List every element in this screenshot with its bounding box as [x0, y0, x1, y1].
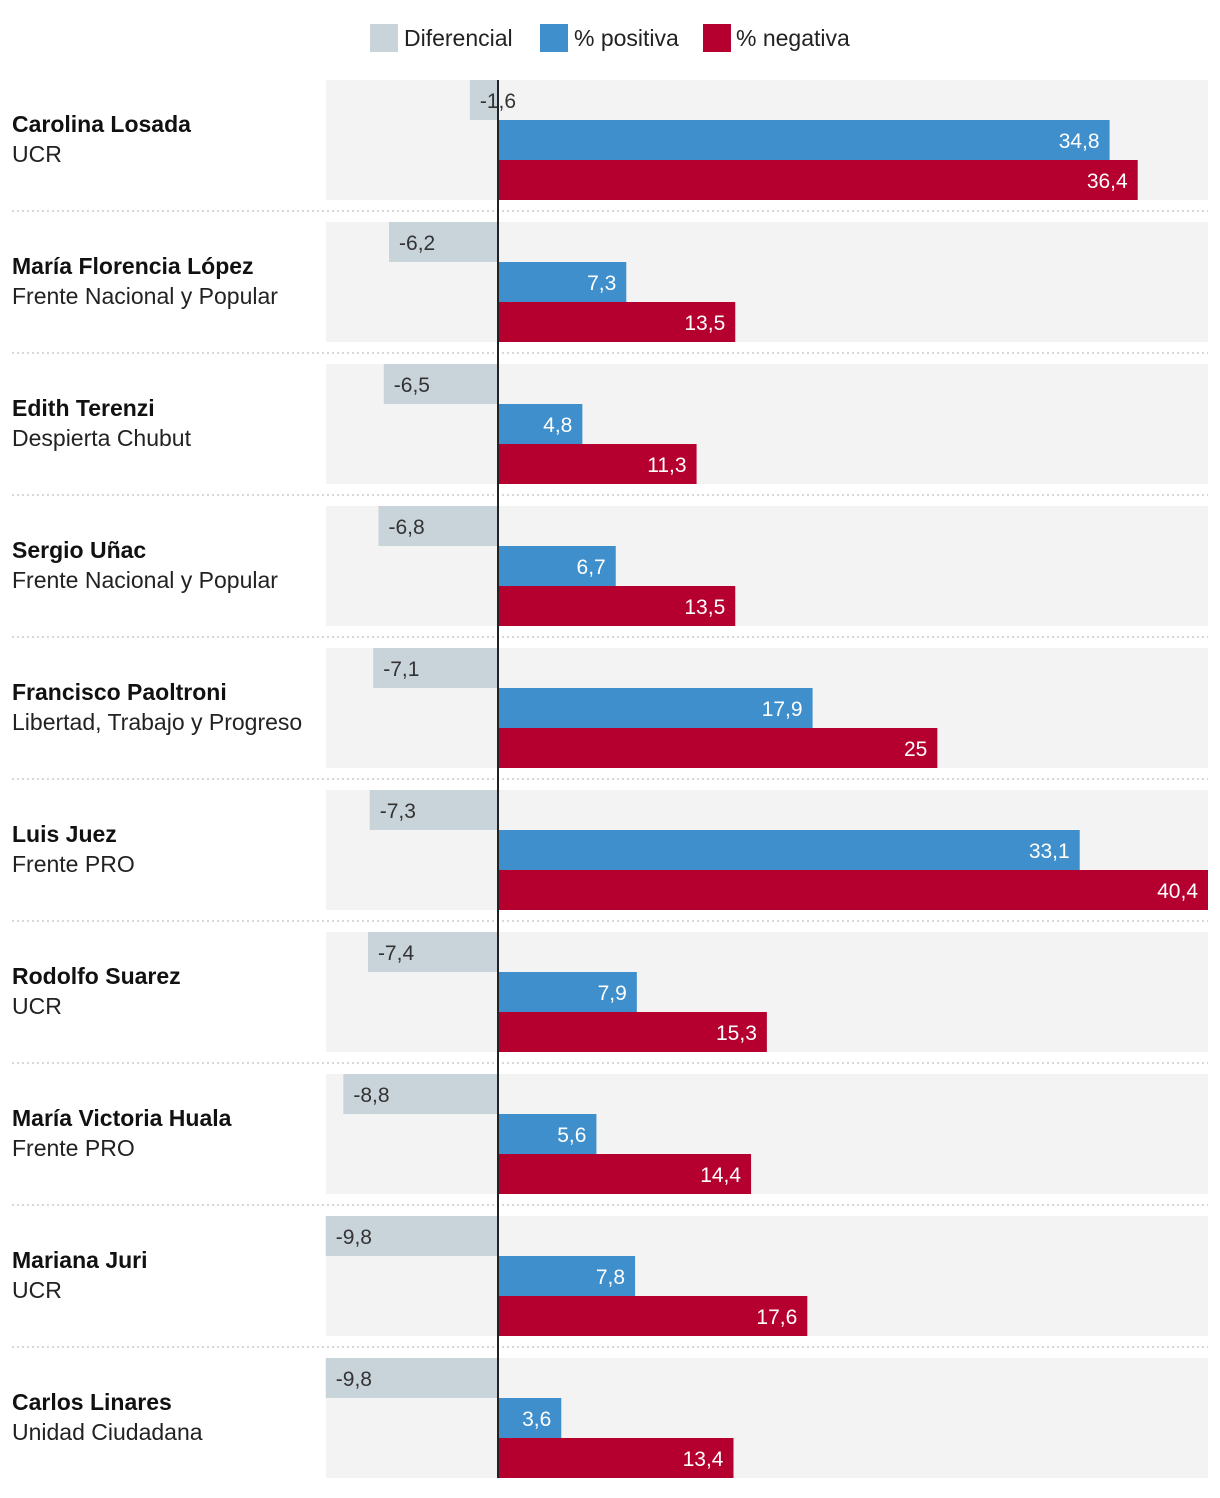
candidate-party: Frente Nacional y Popular	[12, 567, 278, 593]
bar-positiva	[498, 688, 813, 728]
bar-positiva	[498, 1256, 636, 1296]
label-diferencial: -9,8	[336, 1368, 372, 1391]
bar-diferencial	[325, 1358, 498, 1398]
candidate-party: Frente Nacional y Popular	[12, 283, 278, 309]
bar-positiva	[498, 546, 616, 586]
legend-swatch-negativa	[703, 24, 731, 52]
bar-negativa	[498, 444, 697, 484]
label-negativa: 15,3	[716, 1022, 757, 1045]
candidate-name: Sergio Uñac	[12, 537, 146, 563]
label-negativa: 13,5	[684, 312, 725, 335]
label-diferencial: -6,5	[394, 374, 430, 397]
legend-label-negativa: % negativa	[736, 25, 850, 51]
candidate-party: UCR	[12, 1277, 62, 1303]
bar-negativa	[498, 1012, 767, 1052]
bar-positiva	[498, 262, 627, 302]
row-1: María Florencia López Frente Nacional y P…	[12, 222, 1208, 354]
candidate-party: UCR	[12, 993, 62, 1019]
label-negativa: 40,4	[1157, 880, 1198, 903]
label-positiva: 6,7	[577, 556, 606, 579]
bar-diferencial	[389, 222, 498, 262]
row-8: Mariana Juri UCR -9,8 7,8 17,6	[12, 1216, 1208, 1348]
label-positiva: 34,8	[1059, 130, 1100, 153]
candidate-name: Francisco Paoltroni	[12, 679, 227, 705]
bar-diferencial	[469, 80, 498, 120]
label-positiva: 7,3	[587, 272, 616, 295]
candidate-party: UCR	[12, 141, 62, 167]
bar-negativa	[498, 160, 1138, 200]
bar-positiva	[498, 1114, 597, 1154]
bar-negativa	[498, 586, 736, 626]
label-negativa: 36,4	[1087, 170, 1128, 193]
row-9: Carlos Linares Unidad Ciudadana -9,8 3,6 13,…	[12, 1358, 1208, 1478]
bar-negativa	[498, 302, 736, 342]
label-negativa: 11,3	[647, 454, 686, 477]
label-positiva: 33,1	[1029, 840, 1070, 863]
bar-negativa	[498, 870, 1208, 910]
candidate-name: Rodolfo Suarez	[12, 963, 181, 989]
bar-positiva	[498, 972, 637, 1012]
label-diferencial: -8,8	[353, 1084, 389, 1107]
legend-swatch-diferencial	[370, 24, 398, 52]
bar-diferencial	[373, 648, 498, 688]
candidate-name: María Victoria Huala	[12, 1105, 232, 1131]
bar-diferencial	[367, 932, 498, 972]
row-5: Luis Juez Frente PRO -7,3 33,1 40,4	[12, 790, 1208, 922]
candidate-party: Libertad, Trabajo y Progreso	[12, 709, 302, 735]
candidate-name: Carolina Losada	[12, 111, 191, 137]
label-negativa: 13,4	[683, 1448, 724, 1471]
candidate-party: Despierta Chubut	[12, 425, 192, 451]
label-positiva: 4,8	[543, 414, 572, 437]
candidate-party: Frente PRO	[12, 851, 135, 877]
candidate-name: Luis Juez	[12, 821, 117, 847]
legend: Diferencial % positiva % negativa	[370, 24, 850, 52]
label-positiva: 7,9	[598, 982, 627, 1005]
candidate-name: Carlos Linares	[12, 1389, 172, 1415]
bar-diferencial	[325, 1216, 498, 1256]
row-6: Rodolfo Suarez UCR -7,4 7,9 15,3	[12, 932, 1208, 1064]
bar-positiva	[498, 1398, 562, 1438]
label-negativa: 17,6	[756, 1306, 797, 1329]
row-4: Francisco Paoltroni Libertad, Trabajo y P…	[12, 648, 1208, 780]
candidate-name: Edith Terenzi	[12, 395, 155, 421]
bar-diferencial	[378, 506, 498, 546]
label-diferencial: -6,2	[399, 232, 435, 255]
candidate-party: Frente PRO	[12, 1135, 135, 1161]
label-negativa: 25	[904, 738, 927, 761]
label-positiva: 17,9	[762, 698, 803, 721]
label-diferencial: -9,8	[336, 1226, 372, 1249]
row-3: Sergio Uñac Frente Nacional y Popular -6,8…	[12, 506, 1208, 638]
bar-negativa	[498, 1296, 808, 1336]
candidate-party: Unidad Ciudadana	[12, 1419, 203, 1445]
label-negativa: 14,4	[700, 1164, 741, 1187]
bar-negativa	[498, 728, 938, 768]
bar-negativa	[498, 1154, 752, 1194]
label-positiva: 3,6	[522, 1408, 551, 1431]
legend-label-positiva: % positiva	[574, 25, 679, 51]
candidate-name: María Florencia López	[12, 253, 254, 279]
row-7: María Victoria Huala Frente PRO -8,8 5,6 14,…	[12, 1074, 1208, 1206]
legend-swatch-positiva	[540, 24, 568, 52]
label-diferencial: -7,3	[380, 800, 416, 823]
row-2: Edith Terenzi Despierta Chubut -6,5 4,8 11,3	[12, 364, 1208, 496]
bar-negativa	[498, 1438, 734, 1478]
bar-positiva	[498, 120, 1110, 160]
candidate-name: Mariana Juri	[12, 1247, 148, 1273]
label-diferencial: -7,4	[378, 942, 415, 965]
legend-label-diferencial: Diferencial	[404, 25, 513, 51]
label-positiva: 7,8	[596, 1266, 625, 1289]
bar-diferencial	[343, 1074, 498, 1114]
label-positiva: 5,6	[557, 1124, 586, 1147]
label-negativa: 13,5	[684, 596, 725, 619]
label-diferencial: -6,8	[388, 516, 424, 539]
bar-diferencial	[369, 790, 498, 830]
bar-positiva	[498, 404, 583, 444]
label-diferencial: -7,1	[383, 658, 419, 681]
bar-positiva	[498, 830, 1080, 870]
bar-diferencial	[383, 364, 498, 404]
